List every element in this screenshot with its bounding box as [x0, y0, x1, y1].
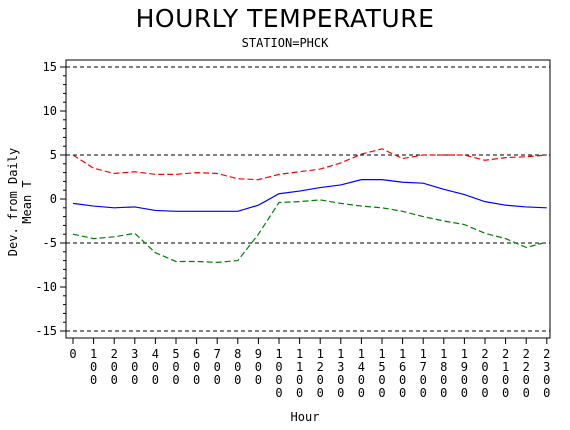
series-line-0 [72, 148, 547, 181]
series-line-1 [72, 179, 547, 212]
x-axis-label: Hour [290, 410, 320, 424]
series-line-2 [72, 199, 547, 263]
x-tick-label: 0 [69, 347, 76, 361]
chart-title: HOURLY TEMPERATURE [135, 4, 435, 33]
y-tick-label: 10 [43, 104, 57, 118]
chart-subtitle: STATION=PHCK [241, 36, 329, 50]
y-tick-label: -15 [35, 324, 57, 338]
y-tick-label: 15 [43, 60, 57, 74]
y-tick-label: -5 [43, 236, 57, 250]
y-tick-label: 0 [50, 192, 57, 206]
y-tick-label: -10 [35, 280, 57, 294]
y-tick-label: 5 [50, 148, 57, 162]
